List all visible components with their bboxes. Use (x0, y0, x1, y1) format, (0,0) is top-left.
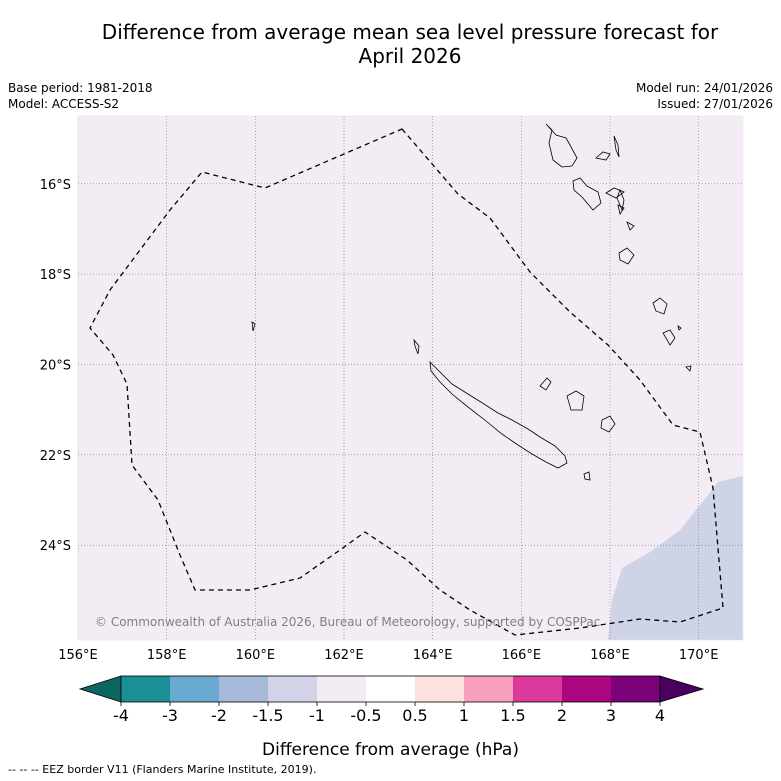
colorbar-tick-label: -4 (113, 706, 129, 725)
colorbar-tick-label: -3 (162, 706, 178, 725)
coastline-isle-of-pines (583, 471, 591, 481)
colorbar-segment (415, 676, 464, 702)
lon-tick-label: 166°E (502, 648, 542, 663)
eez-footnote: -- -- -- EEZ border V11 (Flanders Marine… (8, 763, 317, 776)
colorbar-tick-label: 1 (459, 706, 469, 725)
colorbar-tick-label: -2 (211, 706, 227, 725)
map-background (78, 116, 743, 640)
meta-left: Base period: 1981-2018 Model: ACCESS-S2 (8, 80, 153, 112)
colorbar: -4 -3 -2 -1.5 -1 -0.5 0.5 1 1.5 2 3 4 (78, 675, 705, 725)
coastline-erromango (652, 297, 668, 315)
colorbar-segment (366, 676, 415, 702)
colorbar-tick-label: 3 (606, 706, 616, 725)
lon-tick-label: 170°E (679, 648, 719, 663)
coastline-mare (600, 415, 616, 433)
colorbar-tick-label: -1.5 (252, 706, 283, 725)
colorbar-outline (120, 675, 661, 703)
base-period: Base period: 1981-2018 (8, 81, 153, 95)
colorbar-tick-label: 2 (557, 706, 567, 725)
colorbar-segment (464, 676, 513, 702)
lat-tick-label: 22°S (40, 449, 71, 464)
coastline-efate (618, 247, 635, 265)
coastline-lifou (566, 390, 585, 411)
model-run: Model run: 24/01/2026 (635, 81, 773, 95)
lat-tick-label: 20°S (40, 358, 71, 373)
lon-tick-label: 164°E (413, 648, 453, 663)
title-line-1: Difference from average mean sea level p… (101, 20, 719, 44)
colorbar-extend-high (659, 675, 705, 703)
colorbar-segment (317, 676, 366, 702)
lon-tick-label: 160°E (236, 648, 276, 663)
latitude-labels: 16°S 18°S 20°S 22°S 24°S (40, 178, 71, 554)
anomaly-region (608, 476, 743, 640)
lon-tick-label: 158°E (147, 648, 187, 663)
coastline-aneityum (685, 365, 692, 372)
coastline-ouvea (539, 377, 552, 391)
copyright-notice: © Commonwealth of Australia 2026, Bureau… (95, 615, 600, 629)
lat-tick-label: 16°S (40, 178, 71, 193)
coastline-malo (595, 151, 611, 161)
colorbar-tick-label: 0.5 (402, 706, 427, 725)
coastline-new-caledonia (429, 360, 568, 469)
lat-tick-label: 18°S (40, 268, 71, 283)
coastline-tanna (662, 329, 676, 346)
chart-title: Difference from average mean sea level p… (0, 20, 781, 68)
coastline-pentecost (616, 188, 625, 212)
coastline-shepherd (626, 221, 635, 231)
lon-tick-label: 162°E (324, 648, 364, 663)
colorbar-segment (121, 676, 170, 702)
coastline-maewo (613, 135, 620, 158)
coastline-malakula (572, 177, 602, 211)
lon-tick-label: 168°E (590, 648, 630, 663)
lat-tick-label: 24°S (40, 539, 71, 554)
coastline-mare-small (677, 325, 682, 331)
coastline-chesterfield-small (251, 321, 256, 332)
lon-tick-label: 156°E (58, 648, 98, 663)
colorbar-segment (268, 676, 317, 702)
colorbar-segment (513, 676, 562, 702)
coastline-epi (617, 204, 625, 216)
colorbar-segment (562, 676, 611, 702)
model-name: Model: ACCESS-S2 (8, 97, 120, 111)
colorbar-label: Difference from average (hPa) (262, 740, 519, 760)
colorbar-extend-low (78, 675, 122, 703)
coastline-ambrym (605, 187, 625, 199)
coastlines (251, 123, 692, 481)
title-line-2: April 2026 (358, 44, 462, 68)
longitude-labels: 156°E 158°E 160°E 162°E 164°E 166°E 168°E 170°E (58, 648, 718, 663)
meta-right: Model run: 24/01/2026 Issued: 27/01/2026 (636, 80, 773, 112)
issued-date: Issued: 27/01/2026 (657, 97, 773, 111)
coastline-belep (413, 338, 420, 355)
coastline-espiritu-santo (545, 123, 578, 168)
colorbar-segment (219, 676, 268, 702)
colorbar-tick-label: -0.5 (350, 706, 381, 725)
colorbar-tick-label: -1 (309, 706, 325, 725)
colorbar-segment (170, 676, 219, 702)
colorbar-tick-label: 4 (655, 706, 665, 725)
colorbar-tick-label: 1.5 (500, 706, 525, 725)
colorbar-segment (611, 676, 660, 702)
map-frame (77, 115, 744, 641)
